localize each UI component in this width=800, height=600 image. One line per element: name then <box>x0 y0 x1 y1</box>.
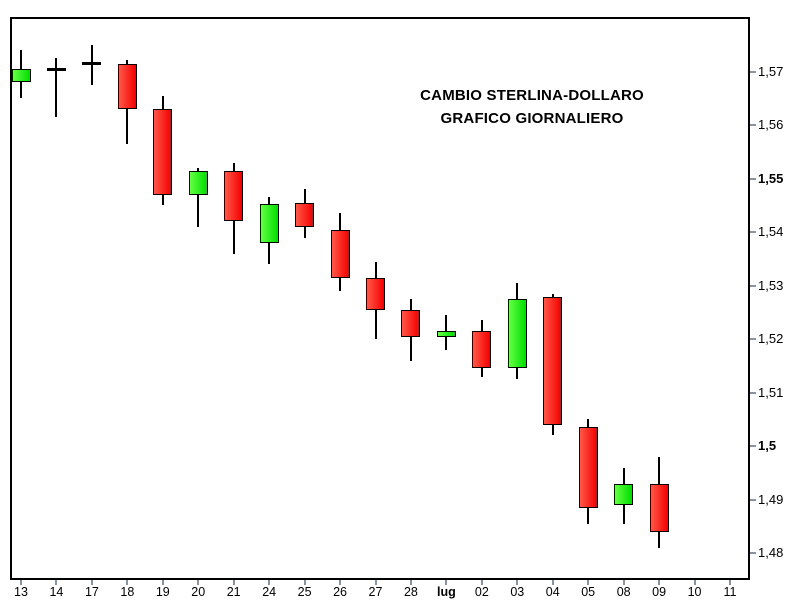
x-tick-label: 17 <box>84 585 99 599</box>
candle-17 <box>82 62 102 66</box>
x-axis-tick <box>587 580 590 585</box>
x-axis-tick <box>374 580 377 585</box>
x-tick-label: 03 <box>510 585 525 599</box>
x-tick-label: 28 <box>403 585 418 599</box>
candle-28 <box>401 309 421 337</box>
x-tick-label: 24 <box>262 585 277 599</box>
y-axis-tick <box>750 445 756 448</box>
x-axis-tick <box>409 580 412 585</box>
x-tick-label: 26 <box>333 585 347 599</box>
x-axis-tick <box>729 580 731 585</box>
x-tick-label: 14 <box>49 585 64 599</box>
x-tick-label: lug <box>437 585 456 599</box>
y-tick-label: 1,57 <box>758 63 784 79</box>
y-tick-label: 1,55 <box>758 170 784 186</box>
candle-25 <box>295 202 315 227</box>
candle-lug <box>436 330 456 337</box>
chart-title-line2: GRAFICO GIORNALIERO <box>440 110 624 127</box>
candle-wick-20 <box>197 168 200 227</box>
y-tick-label: 1,54 <box>758 224 784 240</box>
x-tick-label: 04 <box>545 585 560 599</box>
candle-09 <box>649 483 669 532</box>
x-tick-label: 09 <box>652 585 667 599</box>
x-tick-label: 25 <box>297 585 312 599</box>
y-tick-label: 1,52 <box>758 331 784 347</box>
x-tick-label: 13 <box>14 585 28 599</box>
candle-24 <box>259 204 279 243</box>
x-tick-label: 08 <box>616 585 631 599</box>
candle-wick-14 <box>55 58 58 118</box>
x-axis-tick <box>55 580 58 585</box>
candle-04 <box>543 296 563 425</box>
candle-21 <box>224 170 244 222</box>
chart-title: CAMBIO STERLINA-DOLLARO GRAFICO GIORNALI… <box>377 84 687 130</box>
y-axis-tick <box>750 70 756 73</box>
x-axis-tick <box>232 580 235 585</box>
y-tick-label: 1,48 <box>758 545 784 561</box>
y-axis-tick <box>750 177 756 180</box>
candle-14 <box>46 67 66 71</box>
x-tick-label: 10 <box>687 585 702 599</box>
candle-20 <box>188 170 208 195</box>
y-axis-tick <box>750 231 756 234</box>
x-axis-tick <box>90 580 93 585</box>
x-tick-label: 11 <box>723 585 737 599</box>
y-axis-tick <box>750 498 756 501</box>
y-tick-label: 1,5 <box>758 438 777 454</box>
candle-19 <box>153 109 173 195</box>
x-axis-tick <box>445 580 448 585</box>
x-tick-label: 02 <box>474 585 489 599</box>
x-tick-label: 19 <box>155 585 170 599</box>
x-tick-label: 18 <box>120 585 135 599</box>
y-tick-label: 1,56 <box>758 117 784 133</box>
y-tick-label: 1,51 <box>758 384 784 400</box>
candle-03 <box>507 298 527 368</box>
x-axis-tick <box>516 580 519 585</box>
candle-08 <box>614 483 634 506</box>
x-tick-label: 27 <box>368 585 383 599</box>
y-axis-tick <box>750 552 756 555</box>
y-axis-tick <box>750 284 756 287</box>
candle-02 <box>472 331 492 368</box>
x-axis-tick <box>126 580 129 585</box>
x-axis-tick <box>480 580 483 585</box>
y-axis-tick <box>750 124 756 127</box>
y-tick-label: 1,53 <box>758 277 784 293</box>
y-axis-tick <box>750 391 756 394</box>
candle-18 <box>117 63 137 110</box>
x-axis-tick <box>161 580 164 585</box>
x-axis-tick <box>303 580 306 585</box>
candle-13 <box>11 69 31 83</box>
x-axis-tick <box>197 580 200 585</box>
x-tick-label: 21 <box>226 585 241 599</box>
x-axis-tick <box>339 580 342 585</box>
x-axis-tick <box>622 580 625 585</box>
x-tick-label: 05 <box>581 585 596 599</box>
x-axis-tick <box>20 580 22 585</box>
candle-26 <box>330 229 350 278</box>
x-tick-label: 20 <box>191 585 206 599</box>
candle-27 <box>366 277 385 310</box>
y-axis-tick <box>750 338 756 341</box>
x-axis-tick <box>551 580 554 585</box>
x-axis-tick <box>693 580 696 585</box>
chart-title-line1: CAMBIO STERLINA-DOLLARO <box>420 87 644 104</box>
y-tick-label: 1,49 <box>758 491 784 507</box>
x-axis-tick <box>658 580 661 585</box>
x-axis-tick <box>268 580 271 585</box>
candle-05 <box>578 427 598 508</box>
